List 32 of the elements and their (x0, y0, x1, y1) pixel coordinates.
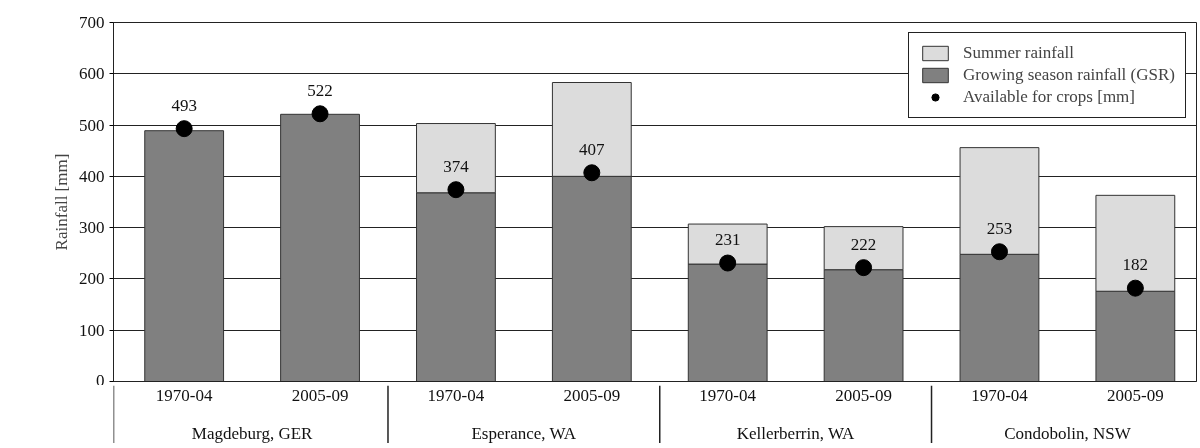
y-tick-label: 400 (79, 166, 105, 186)
x-tick-label: 1970-04 (155, 386, 213, 406)
y-tick-label: 600 (79, 64, 105, 84)
x-tick-label: 2005-09 (563, 386, 621, 406)
x-tick-label: 1970-04 (971, 386, 1029, 406)
x-tick-label: 1970-04 (699, 386, 757, 406)
data-label: 253 (986, 218, 1013, 238)
x-tick-label: 1970-04 (427, 386, 485, 406)
y-tick-label: 500 (79, 115, 105, 135)
y-tick-label: 200 (79, 269, 105, 289)
x-tick-label: 2005-09 (1107, 386, 1164, 406)
text: Esperance, WA (471, 423, 577, 443)
legend-label: Growing season rainfall (GSR) (963, 65, 1175, 85)
data-label: 522 (307, 80, 333, 100)
data-label: 222 (850, 234, 877, 254)
data-label: 231 (714, 230, 741, 250)
text: Magdeburg, GER (191, 423, 314, 443)
y-tick-label: 700 (79, 13, 105, 32)
text: Condobolin, NSW (1004, 423, 1132, 443)
y-tick-label: 300 (79, 218, 105, 238)
data-label: 493 (171, 95, 197, 115)
text: Kellerberrin, WA (736, 423, 856, 443)
legend-label: Summer rainfall (963, 43, 1074, 63)
legend-label: Available for crops [mm] (963, 87, 1135, 107)
data-label: 374 (443, 156, 470, 176)
x-tick-label: 2005-09 (291, 386, 349, 406)
data-label: 407 (579, 139, 606, 159)
data-label: 182 (1122, 255, 1149, 275)
x-tick-label: 2005-09 (835, 386, 892, 406)
y-tick-label: 0 (96, 370, 105, 390)
y-tick-label: 100 (79, 320, 105, 340)
y-axis-title: Rainfall [mm] (52, 153, 71, 251)
